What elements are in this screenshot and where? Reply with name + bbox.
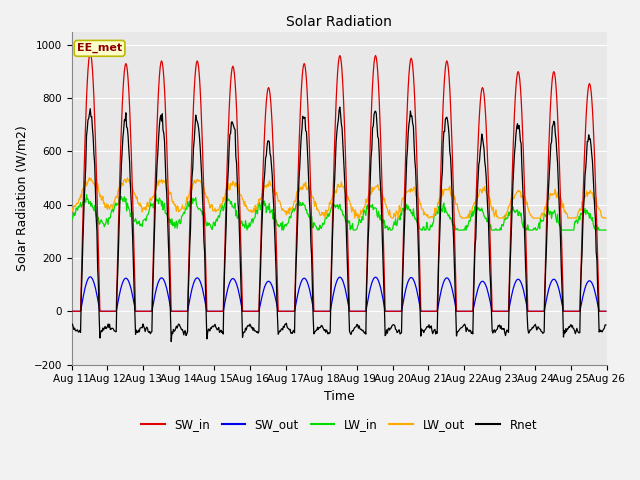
- X-axis label: Time: Time: [324, 390, 355, 403]
- Title: Solar Radiation: Solar Radiation: [286, 15, 392, 29]
- Text: EE_met: EE_met: [77, 43, 122, 53]
- Legend: SW_in, SW_out, LW_in, LW_out, Rnet: SW_in, SW_out, LW_in, LW_out, Rnet: [136, 414, 542, 436]
- Y-axis label: Solar Radiation (W/m2): Solar Radiation (W/m2): [15, 125, 28, 271]
